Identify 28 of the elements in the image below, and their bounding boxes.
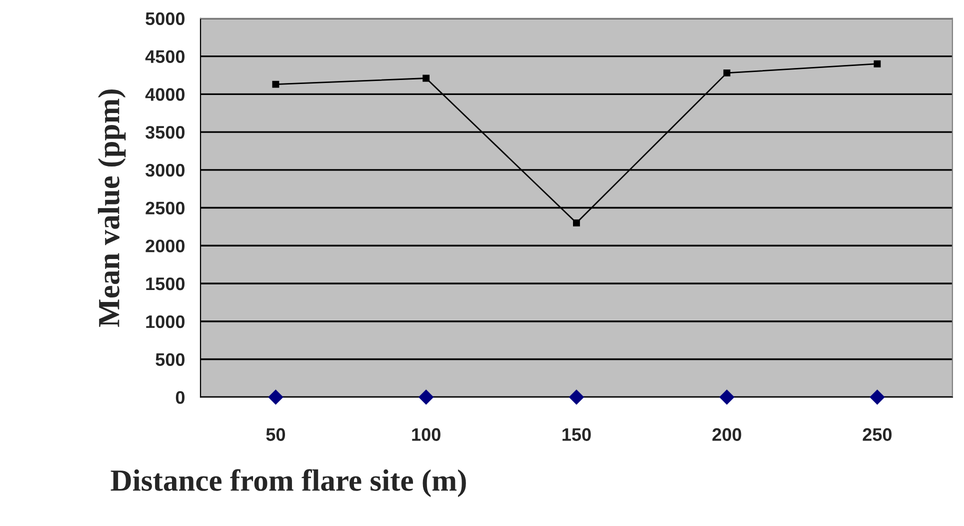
y-tick-label: 4500 bbox=[145, 50, 184, 63]
y-tick-label: 3500 bbox=[145, 126, 184, 139]
point bbox=[422, 74, 430, 82]
point bbox=[268, 390, 284, 405]
x-tick-label: 150 bbox=[562, 428, 591, 441]
x-tick-label: 100 bbox=[412, 428, 440, 441]
y-tick-label: 3000 bbox=[145, 164, 184, 177]
x-tick-label: 200 bbox=[712, 428, 742, 441]
point bbox=[418, 390, 434, 405]
point bbox=[272, 80, 280, 88]
point bbox=[870, 390, 885, 405]
y-tick-label: 2500 bbox=[146, 202, 184, 214]
y-tick-label: 1000 bbox=[146, 315, 184, 328]
x-tick-label: 50 bbox=[266, 428, 286, 441]
y-tick-label: 5000 bbox=[146, 12, 184, 26]
point bbox=[573, 219, 580, 226]
y-tick-label: 0 bbox=[176, 391, 184, 404]
y-tick-label: 1500 bbox=[146, 277, 184, 290]
y-tick-label: 500 bbox=[156, 353, 184, 366]
y-tick-label: 2000 bbox=[146, 240, 184, 252]
x-axis-title: Distance from flare site (m) bbox=[110, 469, 466, 498]
point bbox=[568, 390, 584, 405]
y-tick-label: 4000 bbox=[145, 88, 184, 101]
point bbox=[723, 69, 730, 76]
y-axis-title: Mean value (ppm) bbox=[98, 89, 126, 327]
point bbox=[719, 390, 734, 405]
point bbox=[874, 60, 881, 68]
x-tick-label: 250 bbox=[862, 428, 892, 441]
